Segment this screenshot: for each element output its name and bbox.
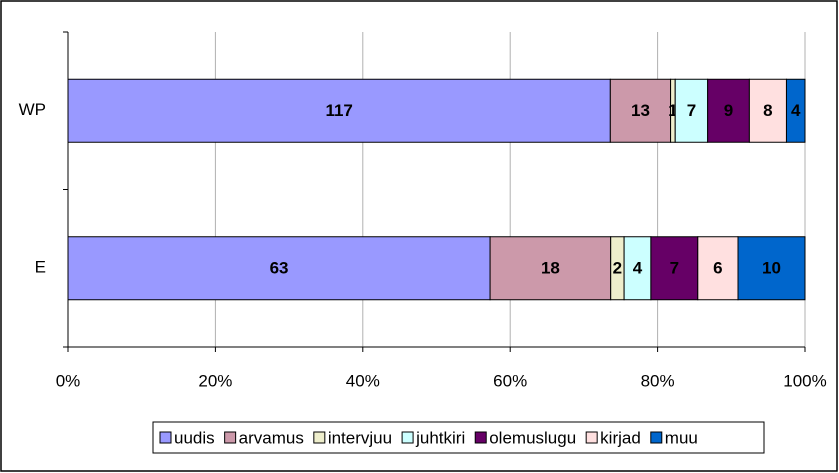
data-label: 10	[762, 259, 781, 278]
legend-swatch	[585, 431, 598, 444]
bar-segment	[674, 78, 709, 143]
legend-label: olemuslugu	[489, 428, 576, 447]
data-label: 8	[763, 101, 772, 120]
x-tick-label: 100%	[783, 371, 826, 390]
x-tick-label: 40%	[346, 371, 380, 390]
data-label: 1	[668, 101, 677, 120]
x-tick-label: 60%	[493, 371, 527, 390]
bar-segment	[609, 78, 672, 143]
legend-swatch	[401, 431, 414, 444]
data-label: 4	[633, 259, 643, 278]
data-label: 63	[270, 259, 289, 278]
data-label: 4	[791, 101, 801, 120]
y-tick-label: WP	[19, 100, 46, 119]
y-tick-label: E	[35, 258, 46, 277]
bar-segment	[67, 78, 611, 143]
bar-segment	[737, 236, 806, 301]
data-label: 9	[724, 101, 733, 120]
legend-label: uudis	[174, 428, 215, 447]
data-label: 18	[541, 259, 560, 278]
bar-segment	[650, 236, 699, 301]
legend-label: juhtkiri	[415, 428, 465, 447]
bar-segment	[707, 78, 750, 143]
legend-swatch	[224, 431, 237, 444]
legend-swatch	[474, 431, 487, 444]
bar-segment	[785, 78, 806, 143]
data-label: 13	[631, 101, 650, 120]
data-label: 7	[687, 101, 696, 120]
data-label: 2	[613, 259, 622, 278]
bar-segment	[67, 236, 491, 301]
x-tick-label: 0%	[56, 371, 81, 390]
x-tick-label: 80%	[641, 371, 675, 390]
legend-swatch	[159, 431, 172, 444]
data-label: 6	[713, 259, 722, 278]
legend-label: kirjad	[600, 428, 641, 447]
legend-swatch	[650, 431, 663, 444]
data-label: 7	[670, 259, 679, 278]
data-label: 117	[325, 101, 352, 120]
legend-swatch	[313, 431, 326, 444]
legend-label: intervjuu	[328, 428, 392, 447]
legend-label: muu	[665, 428, 698, 447]
legend-label: arvamus	[239, 428, 304, 447]
bar-segment	[697, 236, 739, 301]
bar-segment	[748, 78, 787, 143]
x-tick-label: 20%	[198, 371, 232, 390]
bar-segment	[489, 236, 612, 301]
